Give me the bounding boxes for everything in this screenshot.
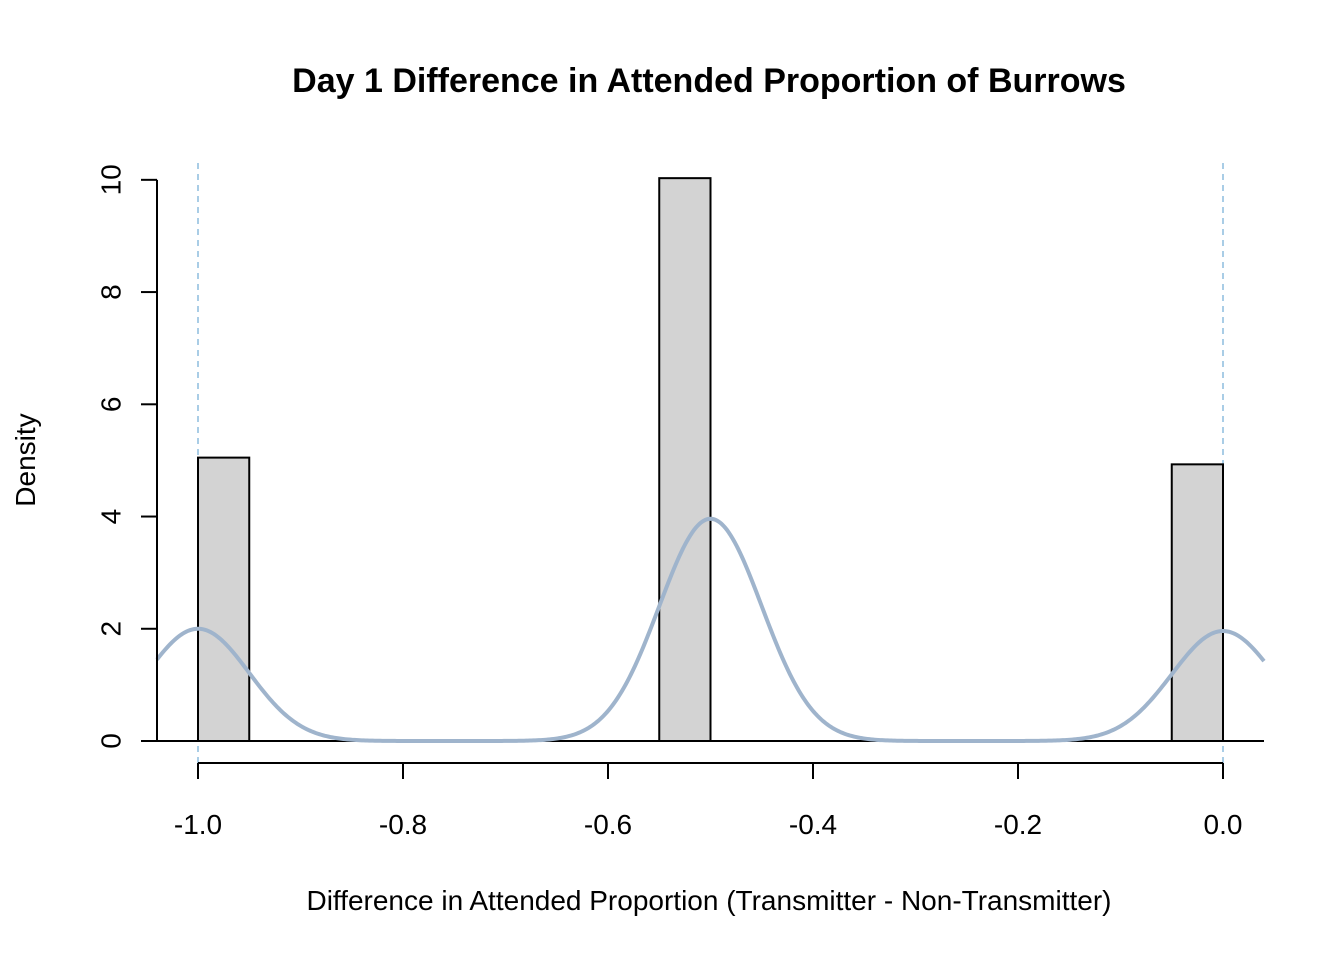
x-axis-label: Difference in Attended Proportion (Trans… [306, 885, 1111, 916]
y-tick-label: 8 [96, 284, 127, 300]
y-tick-label: 2 [96, 621, 127, 637]
x-tick-label: -0.2 [994, 809, 1042, 840]
histogram-bar [1170, 463, 1224, 742]
y-tick-label: 0 [96, 733, 127, 749]
histogram-bar [658, 177, 712, 743]
x-tick-label: -0.4 [789, 809, 837, 840]
x-tick-label: -1.0 [174, 809, 222, 840]
y-tick-label: 4 [96, 509, 127, 525]
y-tick-label: 6 [96, 397, 127, 413]
y-tick-label: 10 [96, 164, 127, 195]
x-tick-label: -0.6 [584, 809, 632, 840]
chart-title: Day 1 Difference in Attended Proportion … [292, 62, 1126, 100]
histogram-bar [197, 456, 251, 742]
x-tick-label: 0.0 [1204, 809, 1243, 840]
density-curve [155, 516, 1266, 743]
y-axis-label: Density [10, 413, 41, 506]
x-tick-label: -0.8 [379, 809, 427, 840]
plot-area: 0 2 4 6 8 10 -1.0 -0.8 -0.6 -0.4 -0.2 0.0 [96, 163, 1266, 840]
